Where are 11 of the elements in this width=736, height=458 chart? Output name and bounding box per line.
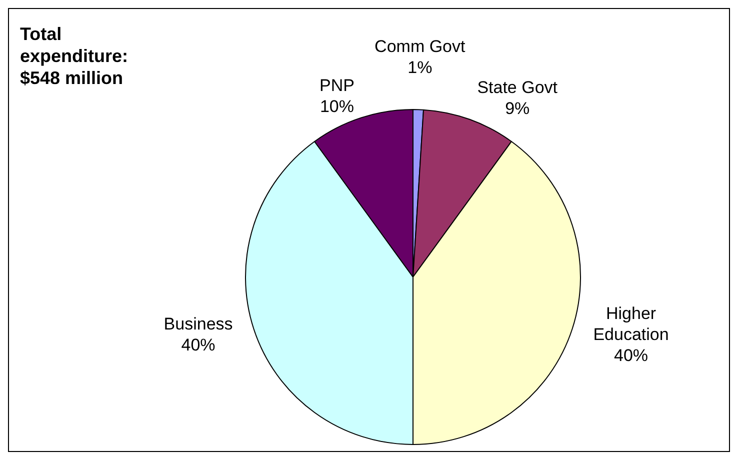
slice-label: Comm Govt [374, 36, 466, 56]
data-label: 10% [320, 96, 354, 116]
slice-label: PNP [319, 76, 354, 95]
data-label: 1% [408, 58, 432, 77]
slice-label: Higher Education [593, 304, 669, 344]
data-label: 40% [181, 336, 216, 355]
chart-title: Total expenditure: $548 million [20, 23, 130, 89]
slice-label: Business [164, 314, 233, 334]
data-label: 9% [505, 98, 530, 118]
data-label: 40% [614, 346, 648, 366]
slice-label: State Govt [477, 78, 558, 97]
